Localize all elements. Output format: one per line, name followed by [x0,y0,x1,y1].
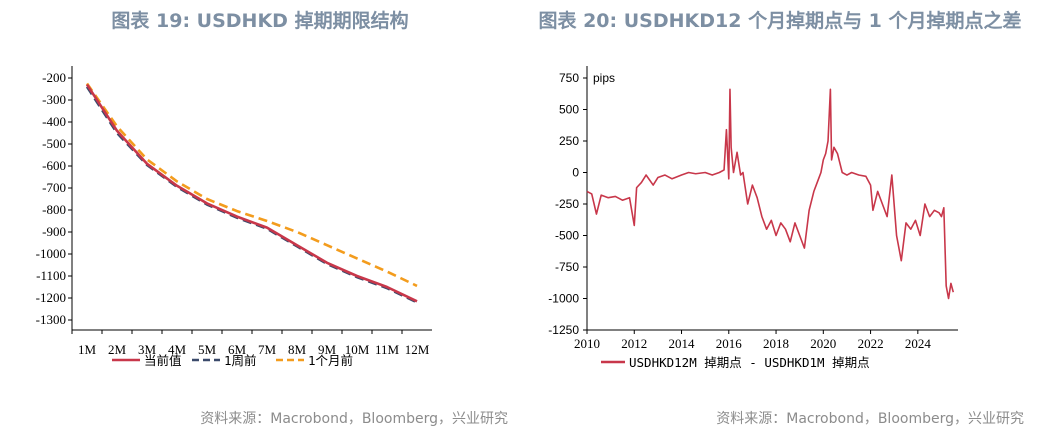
y-tick-label: -1000 [36,246,66,261]
left-chart-title: 图表 19: USDHKD 掉期期限结构 [111,10,409,32]
y-unit-label: pips [593,71,615,85]
y-tick-label: -800 [42,202,66,217]
y-tick-label: 750 [559,71,579,85]
y-tick-label: -1000 [548,292,579,306]
y-tick-label: -400 [42,114,66,129]
spread-series-line [586,88,955,300]
x-tick-label: 2020 [810,336,836,351]
x-tick-label: 2016 [716,336,743,351]
x-tick-label: 2024 [905,336,932,351]
x-tick-label: 2014 [669,336,696,351]
legend-label-2: 1个月前 [308,353,353,368]
legend-label: USDHKD12M 掉期点 - USDHKD1M 掉期点 [629,355,870,370]
x-tick-label: 5M [198,342,217,357]
y-tick-label: 0 [572,166,579,180]
y-tick-label: -750 [555,260,579,274]
x-tick-label: 7M [258,342,277,357]
right-chart-title: 图表 20: USDHKD12 个月掉期点与 1 个月掉期点之差 [538,10,1022,32]
x-tick-label: 9M [318,342,337,357]
x-tick-label: 2012 [621,336,647,351]
y-tick-label: -500 [42,136,66,151]
y-tick-label: -700 [42,180,66,195]
term-structure-chart: -200 -300 -400 -500 -600 -700 -800 -900 -1000 -11… [36,66,432,368]
legend-label-1: 1周前 [224,353,257,368]
y-tick-label: -1100 [36,268,66,283]
legend-label-0: 当前值 [144,353,182,368]
y-tick-label: -300 [42,92,66,107]
x-tick-label: 10M [345,342,370,357]
x-tick-label: 8M [288,342,307,357]
series-line-0 [85,83,418,303]
x-tick-label: 2M [108,342,127,357]
x-tick-label: 6M [228,342,247,357]
x-tick-label: 11M [375,342,400,357]
y-tick-label: 250 [559,134,579,148]
y-tick-label: -1200 [36,290,66,305]
y-tick-label: 500 [559,103,579,117]
y-tick-label: -250 [555,197,579,211]
x-tick-label: 2022 [858,336,884,351]
x-tick-label: 1M [78,342,97,357]
y-tick-label: -1250 [548,323,579,337]
x-tick-label: 3M [138,342,157,357]
x-tick-label: 2018 [763,336,789,351]
series-line-2 [85,82,418,288]
left-source-note: 资料来源：Macrobond，Bloomberg，兴业研究 [200,411,508,427]
x-tick-label: 12M [405,342,430,357]
y-tick-label: -200 [42,70,66,85]
y-tick-label: -900 [42,224,66,239]
right-source-note: 资料来源：Macrobond，Bloomberg，兴业研究 [716,411,1024,427]
x-tick-label: 2010 [574,336,600,351]
y-tick-label: -600 [42,158,66,173]
y-tick-label: -1300 [36,312,66,327]
y-tick-label: -500 [555,229,579,243]
x-tick-label: 4M [168,342,187,357]
